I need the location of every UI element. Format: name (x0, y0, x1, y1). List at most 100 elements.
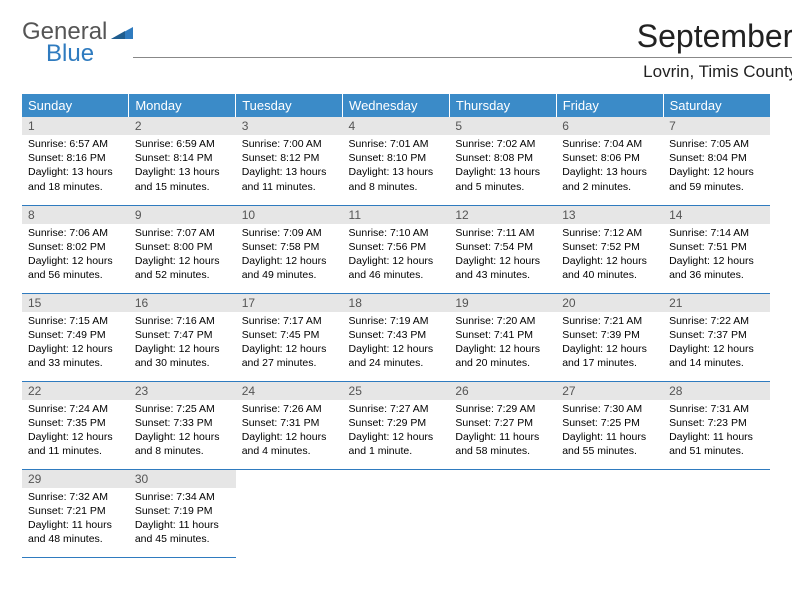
day-number: 8 (22, 206, 129, 224)
daylight-text: Daylight: 12 hours and 52 minutes. (135, 254, 230, 282)
day-content: Sunrise: 7:02 AMSunset: 8:08 PMDaylight:… (449, 135, 556, 198)
day-number: 10 (236, 206, 343, 224)
sunset-text: Sunset: 8:04 PM (669, 151, 764, 165)
daylight-text: Daylight: 12 hours and 20 minutes. (455, 342, 550, 370)
logo-text-2: Blue (46, 40, 94, 68)
day-number: 28 (663, 382, 770, 400)
calendar-day-cell: 7Sunrise: 7:05 AMSunset: 8:04 PMDaylight… (663, 117, 770, 205)
sunset-text: Sunset: 7:29 PM (349, 416, 444, 430)
calendar-day-cell: 29Sunrise: 7:32 AMSunset: 7:21 PMDayligh… (22, 469, 129, 557)
day-number: 12 (449, 206, 556, 224)
calendar-day-cell: 2Sunrise: 6:59 AMSunset: 8:14 PMDaylight… (129, 117, 236, 205)
day-content: Sunrise: 7:25 AMSunset: 7:33 PMDaylight:… (129, 400, 236, 463)
calendar-day-cell: 19Sunrise: 7:20 AMSunset: 7:41 PMDayligh… (449, 293, 556, 381)
weekday-header: Sunday (22, 94, 129, 117)
sunrise-text: Sunrise: 7:22 AM (669, 314, 764, 328)
sunset-text: Sunset: 7:41 PM (455, 328, 550, 342)
day-number: 20 (556, 294, 663, 312)
daylight-text: Daylight: 12 hours and 11 minutes. (28, 430, 123, 458)
sunrise-text: Sunrise: 7:32 AM (28, 490, 123, 504)
sunrise-text: Sunrise: 7:25 AM (135, 402, 230, 416)
sunrise-text: Sunrise: 6:57 AM (28, 137, 123, 151)
daylight-text: Daylight: 11 hours and 45 minutes. (135, 518, 230, 546)
calendar-day-cell: 3Sunrise: 7:00 AMSunset: 8:12 PMDaylight… (236, 117, 343, 205)
calendar-day-cell: 5Sunrise: 7:02 AMSunset: 8:08 PMDaylight… (449, 117, 556, 205)
day-content: Sunrise: 7:04 AMSunset: 8:06 PMDaylight:… (556, 135, 663, 198)
calendar-day-cell (556, 469, 663, 557)
day-content: Sunrise: 7:17 AMSunset: 7:45 PMDaylight:… (236, 312, 343, 375)
calendar-day-cell: 20Sunrise: 7:21 AMSunset: 7:39 PMDayligh… (556, 293, 663, 381)
calendar-day-cell: 16Sunrise: 7:16 AMSunset: 7:47 PMDayligh… (129, 293, 236, 381)
daylight-text: Daylight: 11 hours and 58 minutes. (455, 430, 550, 458)
day-content: Sunrise: 7:27 AMSunset: 7:29 PMDaylight:… (343, 400, 450, 463)
day-number: 23 (129, 382, 236, 400)
sunset-text: Sunset: 8:12 PM (242, 151, 337, 165)
day-content: Sunrise: 7:05 AMSunset: 8:04 PMDaylight:… (663, 135, 770, 198)
day-number: 5 (449, 117, 556, 135)
sunset-text: Sunset: 7:19 PM (135, 504, 230, 518)
logo-triangle-icon (111, 18, 133, 46)
day-content: Sunrise: 7:11 AMSunset: 7:54 PMDaylight:… (449, 224, 556, 287)
daylight-text: Daylight: 12 hours and 14 minutes. (669, 342, 764, 370)
sunrise-text: Sunrise: 7:20 AM (455, 314, 550, 328)
day-content: Sunrise: 7:30 AMSunset: 7:25 PMDaylight:… (556, 400, 663, 463)
day-number: 17 (236, 294, 343, 312)
sunrise-text: Sunrise: 7:12 AM (562, 226, 657, 240)
day-content: Sunrise: 7:20 AMSunset: 7:41 PMDaylight:… (449, 312, 556, 375)
day-content: Sunrise: 7:06 AMSunset: 8:02 PMDaylight:… (22, 224, 129, 287)
daylight-text: Daylight: 13 hours and 2 minutes. (562, 165, 657, 193)
sunrise-text: Sunrise: 7:10 AM (349, 226, 444, 240)
day-content: Sunrise: 7:29 AMSunset: 7:27 PMDaylight:… (449, 400, 556, 463)
day-number: 15 (22, 294, 129, 312)
daylight-text: Daylight: 11 hours and 55 minutes. (562, 430, 657, 458)
sunrise-text: Sunrise: 7:21 AM (562, 314, 657, 328)
day-content: Sunrise: 7:16 AMSunset: 7:47 PMDaylight:… (129, 312, 236, 375)
calendar-table: Sunday Monday Tuesday Wednesday Thursday… (22, 94, 770, 558)
sunset-text: Sunset: 8:14 PM (135, 151, 230, 165)
sunset-text: Sunset: 7:35 PM (28, 416, 123, 430)
calendar-week-row: 1Sunrise: 6:57 AMSunset: 8:16 PMDaylight… (22, 117, 770, 205)
sunrise-text: Sunrise: 7:04 AM (562, 137, 657, 151)
day-content: Sunrise: 7:34 AMSunset: 7:19 PMDaylight:… (129, 488, 236, 551)
sunset-text: Sunset: 7:31 PM (242, 416, 337, 430)
day-number: 26 (449, 382, 556, 400)
sunrise-text: Sunrise: 7:30 AM (562, 402, 657, 416)
calendar-day-cell: 23Sunrise: 7:25 AMSunset: 7:33 PMDayligh… (129, 381, 236, 469)
calendar-day-cell: 8Sunrise: 7:06 AMSunset: 8:02 PMDaylight… (22, 205, 129, 293)
daylight-text: Daylight: 12 hours and 59 minutes. (669, 165, 764, 193)
weekday-header: Saturday (663, 94, 770, 117)
day-number: 22 (22, 382, 129, 400)
calendar-day-cell: 17Sunrise: 7:17 AMSunset: 7:45 PMDayligh… (236, 293, 343, 381)
calendar-day-cell: 30Sunrise: 7:34 AMSunset: 7:19 PMDayligh… (129, 469, 236, 557)
daylight-text: Daylight: 12 hours and 46 minutes. (349, 254, 444, 282)
sunset-text: Sunset: 7:56 PM (349, 240, 444, 254)
sunset-text: Sunset: 7:27 PM (455, 416, 550, 430)
header: General Blue September 2024 Lovrin, Timi… (22, 18, 770, 82)
day-number: 24 (236, 382, 343, 400)
sunrise-text: Sunrise: 7:07 AM (135, 226, 230, 240)
weekday-header: Thursday (449, 94, 556, 117)
daylight-text: Daylight: 12 hours and 49 minutes. (242, 254, 337, 282)
weekday-header-row: Sunday Monday Tuesday Wednesday Thursday… (22, 94, 770, 117)
weekday-header: Tuesday (236, 94, 343, 117)
weekday-header: Monday (129, 94, 236, 117)
calendar-week-row: 29Sunrise: 7:32 AMSunset: 7:21 PMDayligh… (22, 469, 770, 557)
daylight-text: Daylight: 12 hours and 33 minutes. (28, 342, 123, 370)
calendar-day-cell: 24Sunrise: 7:26 AMSunset: 7:31 PMDayligh… (236, 381, 343, 469)
daylight-text: Daylight: 12 hours and 1 minute. (349, 430, 444, 458)
calendar-day-cell: 18Sunrise: 7:19 AMSunset: 7:43 PMDayligh… (343, 293, 450, 381)
daylight-text: Daylight: 13 hours and 5 minutes. (455, 165, 550, 193)
day-content: Sunrise: 7:00 AMSunset: 8:12 PMDaylight:… (236, 135, 343, 198)
sunrise-text: Sunrise: 7:26 AM (242, 402, 337, 416)
location: Lovrin, Timis County, Romania (133, 62, 792, 82)
sunrise-text: Sunrise: 7:16 AM (135, 314, 230, 328)
sunset-text: Sunset: 8:00 PM (135, 240, 230, 254)
weekday-header: Friday (556, 94, 663, 117)
day-number: 14 (663, 206, 770, 224)
sunset-text: Sunset: 8:06 PM (562, 151, 657, 165)
day-number: 30 (129, 470, 236, 488)
day-content: Sunrise: 6:59 AMSunset: 8:14 PMDaylight:… (129, 135, 236, 198)
day-number: 6 (556, 117, 663, 135)
calendar-day-cell: 21Sunrise: 7:22 AMSunset: 7:37 PMDayligh… (663, 293, 770, 381)
daylight-text: Daylight: 12 hours and 43 minutes. (455, 254, 550, 282)
